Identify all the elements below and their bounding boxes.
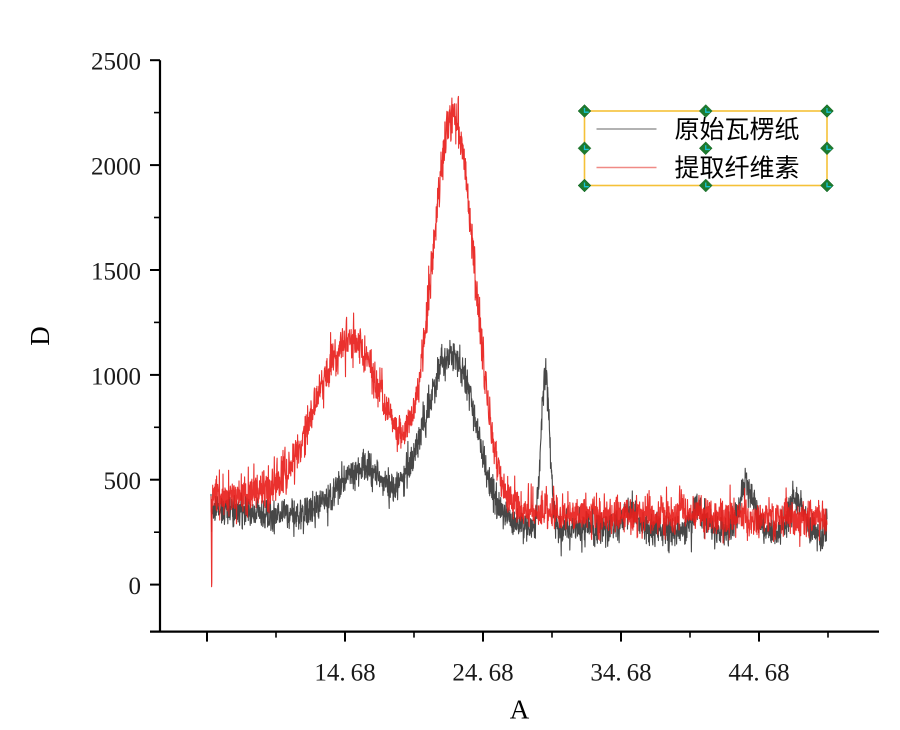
svg-text:原始瓦楞纸: 原始瓦楞纸 — [675, 116, 800, 144]
svg-text:0: 0 — [129, 573, 142, 600]
svg-text:1000: 1000 — [91, 363, 141, 390]
svg-text:34. 68: 34. 68 — [590, 659, 651, 686]
svg-text:A: A — [510, 694, 530, 724]
svg-text:提取纤维素: 提取纤维素 — [675, 155, 800, 183]
svg-text:24. 68: 24. 68 — [452, 659, 513, 686]
svg-text:D: D — [25, 326, 55, 346]
svg-text:2500: 2500 — [91, 49, 141, 76]
svg-text:14. 68: 14. 68 — [314, 659, 375, 686]
svg-text:500: 500 — [104, 468, 142, 495]
svg-text:2000: 2000 — [91, 154, 141, 181]
svg-text:1500: 1500 — [91, 259, 141, 286]
svg-text:44. 68: 44. 68 — [728, 659, 789, 686]
